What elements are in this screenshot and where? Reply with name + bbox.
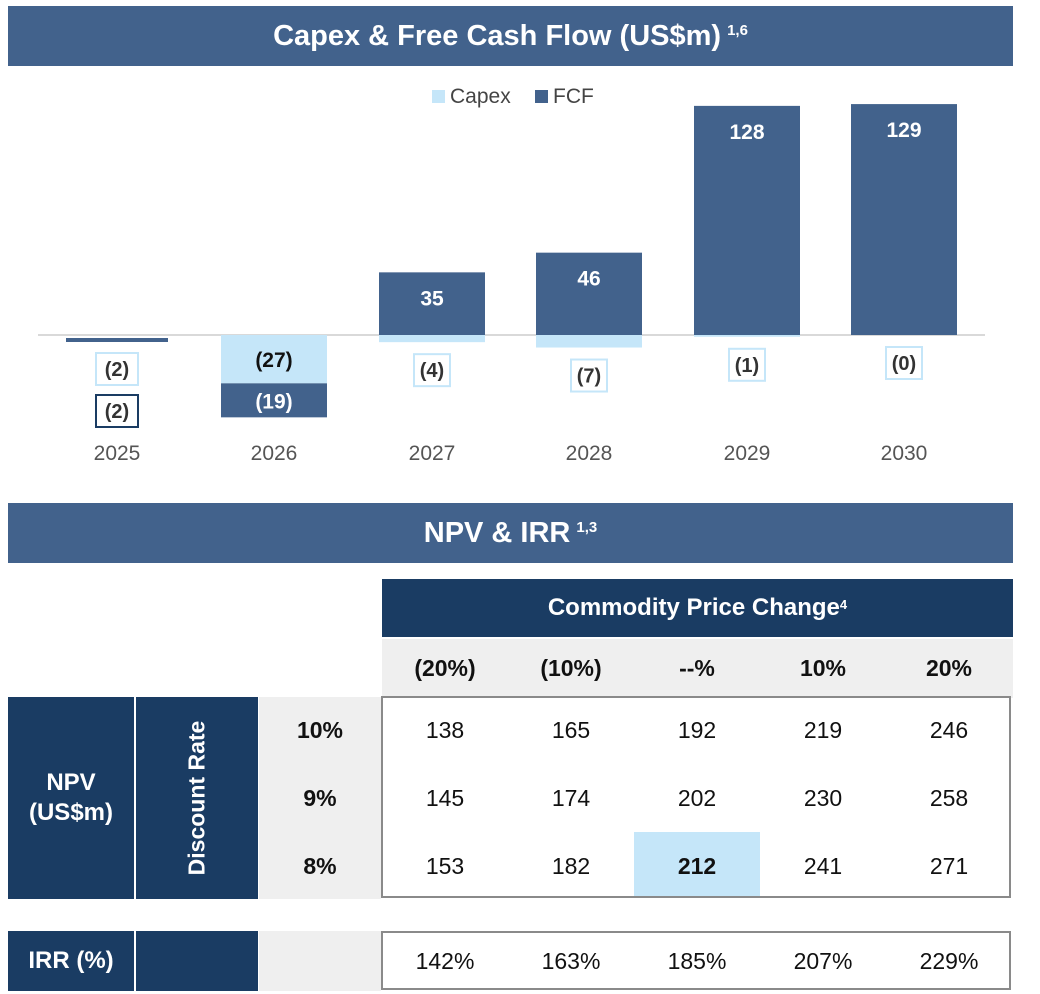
npv-highlight-value: 212	[677, 852, 717, 879]
x-tick-label: 2027	[409, 442, 456, 465]
npv-value: 165	[551, 716, 591, 743]
capex-bar	[536, 335, 642, 348]
commodity-header-note: 4	[839, 596, 848, 612]
irr-value: 142%	[415, 947, 475, 974]
fcf-value-label: (19)	[255, 390, 292, 413]
x-tick-label: 2025	[94, 442, 141, 465]
x-tick-label: 2026	[251, 442, 298, 465]
irr-value: 207%	[793, 947, 853, 974]
npv-value: 219	[803, 716, 843, 743]
npv-value: 246	[929, 716, 969, 743]
capex-value-label: (7)	[577, 366, 601, 388]
fcf-value-label: 35	[420, 287, 444, 310]
fcf-value-label: (2)	[105, 401, 129, 423]
column-header: --%	[679, 655, 715, 681]
capex-bar	[694, 335, 800, 337]
commodity-price-change-header: Commodity Price Change 4	[382, 579, 1013, 637]
capex-value-label: (2)	[105, 359, 129, 381]
column-header: 10%	[799, 655, 847, 681]
legend-label-capex: Capex	[450, 85, 511, 108]
capex-value-label: (4)	[420, 360, 444, 382]
discount-rate-label: Discount Rate	[136, 697, 258, 899]
discount-rate-text: Discount Rate	[183, 720, 210, 876]
chart-title: Capex & Free Cash Flow (US$m)	[273, 19, 722, 52]
fcf-value-label: 128	[729, 121, 764, 144]
fcf-value-label: 46	[577, 268, 600, 291]
npv-label-line2: (US$m)	[28, 799, 113, 826]
fcf-bar	[536, 252, 642, 335]
fcf-bar	[694, 105, 800, 335]
npv-label-line1: NPV	[46, 769, 96, 796]
capex-value-label: (1)	[735, 355, 759, 377]
capex-label-box	[728, 347, 766, 382]
irr-label-blank	[259, 931, 381, 991]
fcf-bar	[379, 272, 485, 335]
irr-label-text: IRR (%)	[28, 947, 114, 974]
table-title: NPV & IRR	[423, 516, 571, 549]
table-title-banner: NPV & IRR 1,3	[8, 503, 1013, 563]
npv-value: 174	[551, 784, 591, 811]
rate-label-column	[259, 697, 381, 899]
irr-values-frame	[381, 931, 1011, 990]
legend-swatch-fcf	[535, 90, 548, 103]
fcf-value-label: 129	[886, 119, 921, 142]
irr-value: 185%	[667, 947, 727, 974]
capex-label-box	[95, 352, 139, 386]
npv-label: NPV (US$m)	[8, 697, 134, 899]
irr-value: 229%	[919, 947, 979, 974]
legend-swatch-capex	[432, 90, 445, 103]
capex-bar	[221, 335, 327, 384]
column-header: 20%	[925, 655, 973, 681]
irr-value: 163%	[541, 947, 601, 974]
chart-title-note: 1,6	[727, 21, 748, 39]
commodity-header-text: Commodity Price Change	[547, 594, 840, 621]
capex-fcf-chart: Capex FCF (2) (2) 2025 (27) (19) 2026 35 (4) 2027 4…	[38, 85, 985, 465]
npv-value: 145	[425, 784, 465, 811]
fcf-bar	[221, 383, 327, 418]
fcf-bar	[66, 338, 168, 342]
x-tick-label: 2029	[724, 442, 771, 465]
fcf-bar	[851, 104, 957, 335]
capex-label-box	[885, 346, 923, 380]
capex-value-label: (0)	[892, 353, 916, 375]
npv-value: 202	[677, 784, 717, 811]
x-tick-label: 2030	[881, 442, 928, 465]
npv-value: 230	[803, 784, 843, 811]
irr-label-spacer	[136, 931, 258, 991]
discount-rate-value: 8%	[303, 852, 337, 879]
fcf-label-box	[95, 394, 139, 428]
capex-bar	[379, 335, 485, 343]
discount-rate-value: 9%	[303, 784, 337, 811]
column-header: (20%)	[414, 655, 476, 681]
chart-title-banner: Capex & Free Cash Flow (US$m) 1,6	[8, 6, 1013, 66]
npv-value: 241	[803, 852, 843, 879]
capex-label-box	[570, 358, 608, 393]
npv-value: 182	[551, 852, 591, 879]
npv-value: 192	[677, 716, 717, 743]
npv-value: 271	[929, 852, 969, 879]
npv-value: 138	[425, 716, 465, 743]
discount-rate-value: 10%	[296, 716, 344, 743]
legend-label-fcf: FCF	[553, 85, 594, 108]
npv-value: 258	[929, 784, 969, 811]
npv-value: 153	[425, 852, 465, 879]
column-header-row	[382, 639, 1013, 698]
table-title-note: 1,3	[576, 518, 598, 536]
npv-values-frame	[381, 696, 1011, 898]
highlight-cell	[634, 832, 760, 898]
capex-label-box	[413, 353, 451, 388]
capex-value-label: (27)	[255, 349, 292, 372]
irr-label: IRR (%)	[8, 931, 134, 991]
x-tick-label: 2028	[566, 442, 613, 465]
column-header: (10%)	[540, 655, 602, 681]
